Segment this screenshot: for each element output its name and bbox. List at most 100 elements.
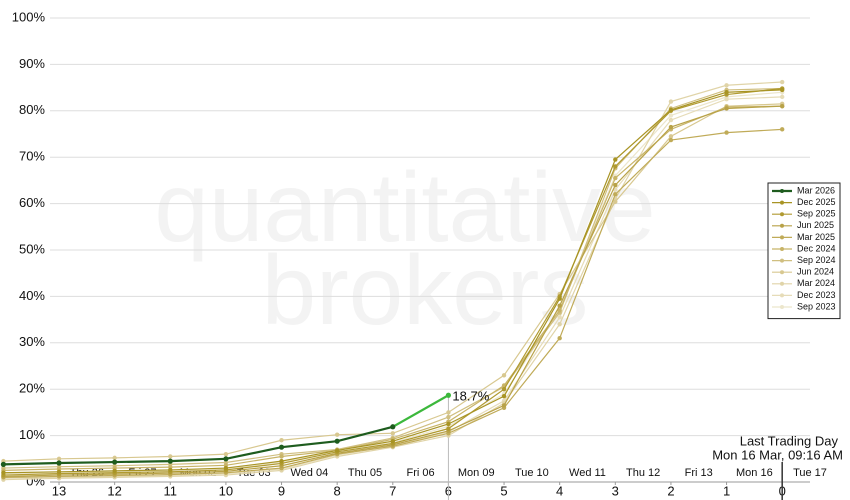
data-point: [168, 454, 173, 459]
legend-label: Sep 2023: [797, 301, 836, 311]
data-point: [557, 322, 562, 327]
y-tick-label: 40%: [19, 288, 45, 303]
data-point: [279, 438, 284, 443]
data-point: [223, 451, 229, 457]
date-label: Wed 04: [290, 467, 328, 479]
data-point: [557, 303, 562, 308]
data-point: [668, 107, 674, 113]
data-point: [56, 456, 62, 461]
data-point: [779, 79, 785, 85]
y-tick-label: 60%: [19, 195, 45, 210]
legend-label: Mar 2026: [797, 185, 835, 195]
legend-label: Dec 2023: [797, 290, 836, 300]
data-point: [279, 454, 284, 459]
data-point: [779, 87, 785, 93]
watermark: quantitative: [154, 152, 655, 262]
data-point: [724, 90, 729, 95]
x-tick-label: 9: [278, 483, 285, 498]
value-label: 18.7%: [452, 389, 489, 404]
data-point: [223, 456, 229, 462]
legend-label: Sep 2025: [797, 209, 836, 219]
data-point: [0, 461, 6, 467]
data-point: [279, 458, 284, 464]
data-point: [446, 414, 451, 420]
legend-swatch: [780, 270, 784, 275]
data-point: [668, 124, 674, 130]
date-label: Tue 17: [793, 467, 827, 479]
data-point: [56, 460, 62, 466]
y-tick-label: 10%: [19, 427, 45, 442]
data-point: [390, 431, 395, 436]
date-label: Mon 16: [736, 467, 773, 479]
data-point: [168, 467, 173, 473]
data-point: [668, 137, 674, 143]
data-point: [112, 468, 117, 474]
y-tick-label: 20%: [19, 381, 45, 396]
data-point: [557, 335, 562, 341]
data-point: [501, 403, 507, 408]
x-tick-label: 5: [500, 483, 507, 498]
legend-label: Dec 2024: [797, 243, 836, 253]
legend-label: Jun 2025: [797, 220, 834, 230]
x-tick-label: 7: [389, 483, 396, 498]
y-tick-label: 50%: [19, 241, 45, 256]
date-label: Wed 11: [569, 467, 606, 479]
date-label: Fri 13: [685, 467, 713, 479]
data-point: [334, 432, 340, 437]
data-point: [446, 426, 451, 431]
data-point: [446, 410, 451, 415]
legend-swatch: [780, 212, 784, 217]
data-point: [668, 134, 674, 139]
data-point: [501, 373, 507, 378]
x-tick-label: 8: [334, 483, 341, 498]
data-point: [779, 94, 785, 100]
data-point: [668, 99, 674, 104]
data-point: [557, 308, 562, 313]
y-tick-label: 70%: [19, 149, 45, 164]
y-tick-label: 90%: [19, 56, 45, 71]
data-point: [557, 315, 562, 320]
data-point: [668, 117, 674, 123]
x-tick-label: 1: [723, 483, 730, 498]
x-tick-label: 11: [164, 483, 178, 498]
x-tick-label: 12: [107, 483, 121, 498]
y-tick-label: 100%: [12, 9, 46, 24]
annotation: Mon 16 Mar, 09:16 AM: [712, 447, 843, 462]
data-point: [724, 97, 729, 102]
date-label: Fri 06: [407, 467, 435, 479]
data-point: [668, 113, 674, 118]
legend-label: Sep 2024: [797, 255, 836, 265]
legend-label: Dec 2025: [797, 197, 836, 207]
date-label: Tue 10: [515, 467, 549, 479]
legend-swatch: [780, 281, 784, 286]
legend-swatch: [780, 189, 784, 193]
data-point: [613, 175, 618, 181]
data-point: [724, 130, 729, 135]
data-point: [779, 127, 785, 132]
watermark: brokers: [262, 235, 589, 345]
data-point: [278, 444, 285, 450]
y-tick-label: 30%: [19, 334, 45, 349]
legend-swatch: [780, 293, 784, 298]
data-point: [334, 448, 340, 453]
data-point: [223, 465, 229, 471]
data-point: [613, 164, 618, 169]
x-tick-label: 2: [667, 483, 674, 498]
data-point: [724, 106, 729, 111]
date-label: Mon 09: [458, 467, 495, 479]
data-point: [445, 392, 452, 398]
data-point: [56, 469, 62, 474]
x-tick-label: 3: [612, 483, 619, 498]
data-point: [779, 103, 785, 109]
data-point: [724, 83, 729, 88]
data-point: [167, 458, 173, 464]
data-point: [390, 438, 395, 444]
date-label: Thu 12: [626, 467, 660, 479]
legend-swatch: [780, 200, 784, 205]
data-point: [557, 296, 562, 301]
data-point: [112, 459, 118, 465]
x-tick-label: 10: [219, 483, 233, 498]
date-label: Thu 05: [348, 467, 382, 479]
legend-swatch: [780, 258, 784, 263]
